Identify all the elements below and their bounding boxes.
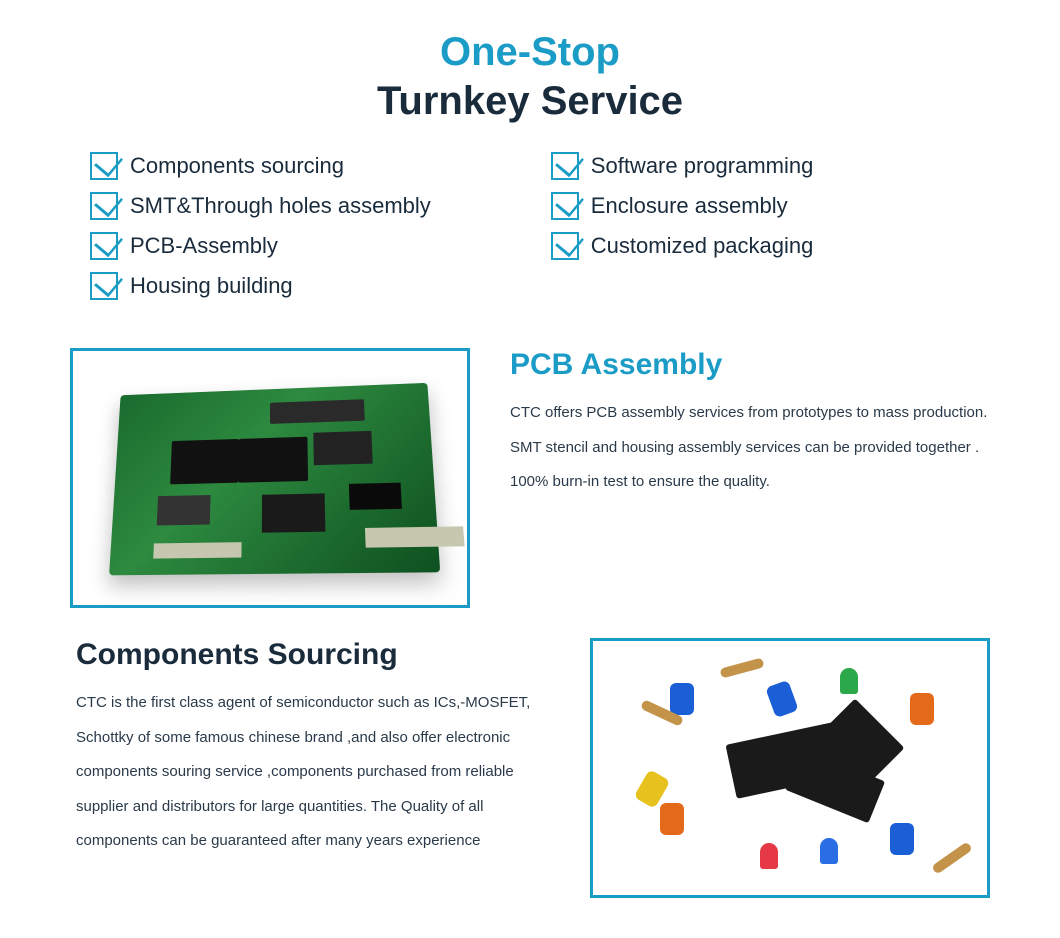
feature-label: Customized packaging xyxy=(591,233,814,259)
feature-item: Components sourcing xyxy=(90,152,431,180)
feature-item: Housing building xyxy=(90,272,431,300)
checkmark-icon xyxy=(90,192,118,220)
section-body: CTC offers PCB assembly services from pr… xyxy=(510,396,990,500)
page-header: One-Stop Turnkey Service xyxy=(60,30,1000,124)
feature-label: SMT&Through holes assembly xyxy=(130,193,431,219)
section-body: CTC is the first class agent of semicond… xyxy=(76,686,550,859)
feature-item: SMT&Through holes assembly xyxy=(90,192,431,220)
checkmark-icon xyxy=(90,232,118,260)
header-line2: Turnkey Service xyxy=(60,79,1000,124)
feature-label: PCB-Assembly xyxy=(130,233,278,259)
checkmark-icon xyxy=(90,152,118,180)
checkmark-icon xyxy=(551,152,579,180)
feature-label: Enclosure assembly xyxy=(591,193,788,219)
section-title: PCB Assembly xyxy=(510,348,990,382)
feature-item: Enclosure assembly xyxy=(551,192,814,220)
components-image-frame xyxy=(590,638,990,898)
features-left-column: Components sourcing SMT&Through holes as… xyxy=(90,152,431,300)
section-components-sourcing: Components Sourcing CTC is the first cla… xyxy=(60,638,1000,898)
header-line1: One-Stop xyxy=(60,30,1000,75)
components-pile-icon xyxy=(610,653,970,883)
feature-label: Components sourcing xyxy=(130,153,344,179)
feature-item: Software programming xyxy=(551,152,814,180)
feature-item: Customized packaging xyxy=(551,232,814,260)
features-grid: Components sourcing SMT&Through holes as… xyxy=(60,152,1000,330)
checkmark-icon xyxy=(90,272,118,300)
feature-label: Housing building xyxy=(130,273,293,299)
pcb-image-frame xyxy=(70,348,470,608)
pcb-text-block: PCB Assembly CTC offers PCB assembly ser… xyxy=(510,348,990,500)
feature-item: PCB-Assembly xyxy=(90,232,431,260)
components-text-block: Components Sourcing CTC is the first cla… xyxy=(70,638,550,859)
section-pcb-assembly: PCB Assembly CTC offers PCB assembly ser… xyxy=(60,348,1000,608)
feature-label: Software programming xyxy=(591,153,814,179)
checkmark-icon xyxy=(551,232,579,260)
features-right-column: Software programming Enclosure assembly … xyxy=(551,152,814,300)
pcb-board-icon xyxy=(109,383,440,575)
checkmark-icon xyxy=(551,192,579,220)
section-title: Components Sourcing xyxy=(76,638,550,672)
